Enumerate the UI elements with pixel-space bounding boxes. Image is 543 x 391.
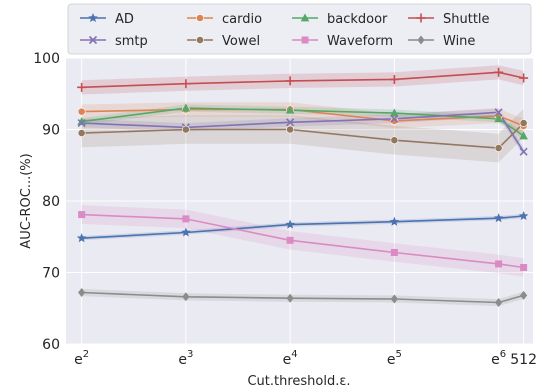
point-smtp — [390, 114, 399, 123]
legend: AD cardio backdoor Shuttle smtp Vowel Waveform… — [67, 3, 532, 55]
point-backdoor — [181, 103, 191, 112]
point-waveform — [182, 215, 190, 223]
line-backdoor — [81, 107, 525, 137]
point-vowel — [181, 125, 190, 134]
x-tick-label: e3 — [178, 349, 193, 368]
point-vowel — [390, 136, 399, 145]
point-shuttle — [181, 79, 191, 89]
line-smtp — [81, 111, 525, 153]
legend-label-wine: Wine — [443, 34, 475, 49]
point-shuttle — [494, 67, 504, 77]
point-waveform — [286, 236, 294, 244]
point-vowel — [286, 125, 295, 134]
legend-marker-wine — [417, 35, 425, 45]
legend-label-waveform: Waveform — [327, 34, 393, 49]
legend-marker-waveform — [301, 36, 309, 44]
legend-label-backdoor: backdoor — [327, 12, 388, 27]
x-tick-label: e6 — [491, 349, 506, 368]
point-smtp — [494, 108, 503, 117]
point-shuttle — [519, 73, 529, 83]
x-tick-label: e5 — [387, 349, 402, 368]
x-tick-labels: e2 e3 e4 e5 e6 512 — [74, 349, 537, 368]
legend-marker-cardio — [196, 14, 204, 22]
point-waveform — [520, 263, 528, 271]
legend-box — [67, 3, 532, 55]
point-backdoor — [390, 108, 399, 117]
point-smtp — [519, 147, 528, 156]
point-vowel — [519, 119, 528, 127]
point-ad — [76, 233, 87, 243]
point-waveform — [390, 248, 398, 256]
point-cardio — [390, 117, 399, 125]
point-vowel — [77, 129, 86, 137]
y-axis-label: AUC-ROC...(%) — [19, 153, 34, 248]
legend-marker-shuttle — [416, 13, 426, 23]
confidence-bands — [81, 65, 524, 307]
point-waveform — [78, 211, 86, 219]
line-shuttle — [81, 71, 524, 89]
point-ad — [389, 216, 400, 226]
point-shuttle — [77, 82, 87, 92]
line-ad — [81, 215, 524, 239]
point-backdoor — [285, 105, 295, 114]
legend-marker-smtp — [88, 35, 98, 45]
x-tick-label: 512 — [510, 352, 537, 368]
line-waveform — [81, 213, 524, 269]
legend-label-vowel: Vowel — [222, 34, 260, 49]
point-vowel — [494, 144, 503, 152]
x-tick-label: e2 — [74, 349, 89, 368]
point-wine — [286, 293, 294, 303]
point-waveform — [495, 260, 503, 268]
point-backdoor — [519, 131, 528, 140]
point-backdoor — [494, 114, 503, 123]
line-wine — [81, 291, 524, 304]
legend-label-cardio: cardio — [222, 12, 262, 27]
series-lines — [81, 71, 525, 304]
point-wine — [78, 288, 86, 298]
legend-label-shuttle: Shuttle — [443, 12, 490, 27]
point-ad — [181, 227, 191, 237]
point-wine — [495, 298, 503, 308]
x-tick-label: e4 — [283, 349, 298, 368]
legend-label-smtp: smtp — [115, 34, 148, 49]
band-backdoor — [81, 104, 524, 140]
x-axis-label: Cut.threshold.ε. — [247, 374, 350, 389]
point-wine — [520, 290, 528, 300]
legend-marker-vowel — [196, 36, 204, 44]
band-vowel — [81, 108, 524, 163]
point-ad — [493, 213, 504, 223]
point-smtp — [77, 118, 86, 128]
y-tick-label: 80 — [42, 194, 60, 210]
point-backdoor — [77, 117, 86, 126]
point-wine — [182, 292, 190, 302]
y-tick-labels: 60 70 80 90 100 — [33, 51, 60, 353]
point-ad — [285, 219, 295, 229]
legend-marker-ad — [88, 13, 98, 23]
y-tick-label: 100 — [33, 51, 60, 67]
legend-marker-backdoor — [300, 13, 310, 22]
point-ad — [518, 211, 529, 221]
y-tick-label: 90 — [42, 123, 60, 139]
point-shuttle — [389, 74, 399, 84]
line-vowel — [81, 122, 525, 149]
y-tick-label: 70 — [42, 266, 60, 282]
y-tick-label: 60 — [42, 337, 60, 353]
point-smtp — [286, 118, 295, 127]
series-markers — [76, 67, 529, 308]
legend-label-ad: AD — [115, 12, 134, 27]
point-cardio — [77, 107, 86, 116]
point-shuttle — [285, 76, 295, 86]
band-shuttle — [81, 65, 524, 95]
point-wine — [390, 294, 398, 304]
